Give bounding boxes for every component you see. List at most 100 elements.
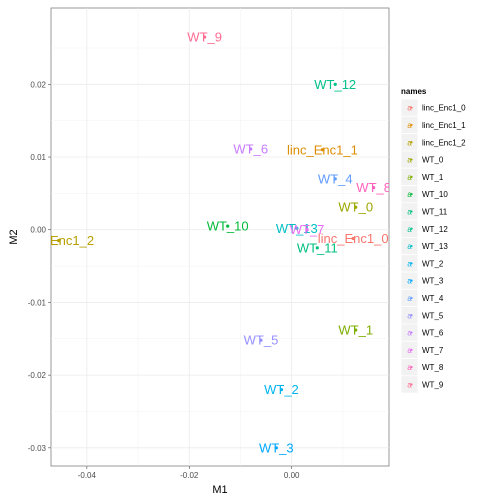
legend-label: WT_3 [422,277,444,286]
point-marker [249,147,253,151]
point-marker [295,226,299,230]
point-marker [351,236,355,241]
point-label: WT_12 [314,77,356,92]
legend-item: a linc_Enc1_0 [400,98,466,117]
legend-item: a linc_Enc1_1 [400,115,466,135]
point-marker [354,205,358,209]
legend-key-glyph: a [407,190,412,199]
y-tick-label: 0.02 [30,80,46,89]
legend-item: a WT_11 [400,202,448,221]
y-axis-title: M2 [8,229,20,244]
legend-item: a WT_7 [400,340,444,359]
point-marker [333,177,337,181]
legend-key-glyph: a [407,104,412,113]
legend-label: WT_2 [422,259,444,268]
y-tick-label: 0.01 [30,153,46,162]
legend-item: a WT_3 [400,271,444,290]
point-label: WT_8 [356,180,391,195]
data-point-wt-5: WT_5 [244,333,279,348]
legend: names a linc_Enc1_0a linc_Enc1_1a linc_Enc1… [400,87,466,394]
legend-label: WT_7 [422,346,444,355]
legend-item: a WT_2 [400,254,444,273]
legend-key-glyph: a [407,156,412,165]
data-point-linc-enc1-2: linc_Enc1_2 [23,233,94,248]
legend-key-point [410,123,413,127]
point-label: linc_Enc1_0 [318,231,389,246]
point-label: WT_0 [338,200,373,215]
legend-item: a WT_4 [400,288,444,307]
legend-label: WT_8 [422,363,444,372]
point-label: WT_3 [259,440,294,455]
point-marker [305,228,309,232]
data-point-wt-13: WT_13 [276,221,318,236]
point-label: WT_1 [338,323,373,338]
point-marker [203,35,207,39]
legend-label: WT_5 [422,311,444,320]
point-label: WT_11 [297,240,338,255]
legend-key-glyph: a [407,380,412,389]
y-tick-label: 0.00 [30,226,46,235]
data-point-wt-8: WT_8 [356,180,391,195]
legend-key-point [410,158,413,161]
legend-label: WT_4 [422,294,444,303]
legend-key-glyph: a [407,259,412,268]
point-marker [315,246,319,250]
legend-key-point [410,296,413,300]
legend-label: WT_9 [422,380,444,389]
point-label: linc_Enc1_2 [23,233,94,248]
point-marker [57,239,61,243]
y-tick-label: -0.02 [28,371,47,380]
legend-item: a WT_6 [400,323,444,342]
legend-key-glyph: a [407,225,412,234]
data-point-wt-3: WT_3 [259,440,294,455]
legend-key-point [410,106,413,109]
legend-key [400,375,419,394]
point-label: WT_9 [187,30,222,45]
data-point-linc-enc1-1: linc_Enc1_1 [287,142,358,157]
legend-label: WT_12 [422,225,448,234]
data-point-wt-12: WT_12 [314,77,356,92]
legend-key-point [410,210,413,213]
legend-key-point [410,141,413,144]
legend-key-point [410,331,413,334]
legend-key-glyph: a [407,363,412,372]
point-label: WT_2 [264,382,299,397]
legend-key-glyph: a [407,311,412,320]
x-tick-label: -0.02 [180,471,199,480]
data-point-wt-2: WT_2 [264,382,299,397]
legend-label: WT_0 [422,156,444,165]
legend-key-glyph: a [407,138,412,147]
legend-item: a WT_9 [400,375,444,394]
point-label: WT_6 [233,142,268,157]
point-label: WT_5 [244,333,279,348]
legend-title: names [401,87,427,96]
point-label: WT_13 [276,221,318,236]
point-label: WT_7 [290,222,325,237]
legend-key-glyph: a [407,294,412,303]
point-marker [259,338,263,342]
data-point-wt-11: WT_11 [297,240,338,255]
x-axis-title: M1 [212,484,227,496]
legend-key-point [410,348,413,351]
data-point-wt-10: WT_10 [207,219,249,234]
data-point-wt-6: WT_6 [233,142,268,157]
legend-label: WT_11 [422,207,448,216]
legend-item: a WT_1 [400,167,444,186]
legend-key-point [410,262,413,265]
plot-panel [50,7,390,467]
legend-key-glyph: a [407,277,412,286]
point-marker [333,82,337,86]
y-axis: -0.03 -0.02 -0.01 0.00 0.01 0.02 [28,80,51,453]
point-marker [372,185,376,190]
legend-key-glyph: a [407,346,412,355]
point-marker [226,224,230,228]
legend-item: a WT_13 [400,236,448,256]
data-point-wt-1: WT_1 [338,323,373,338]
legend-label: linc_Enc1_0 [422,104,466,113]
legend-item: a WT_12 [400,219,448,238]
x-tick-label: 0.00 [284,471,300,480]
data-point-wt-4: WT_4 [318,171,353,186]
point-label: WT_10 [207,219,249,234]
legend-item: a WT_5 [400,306,444,325]
